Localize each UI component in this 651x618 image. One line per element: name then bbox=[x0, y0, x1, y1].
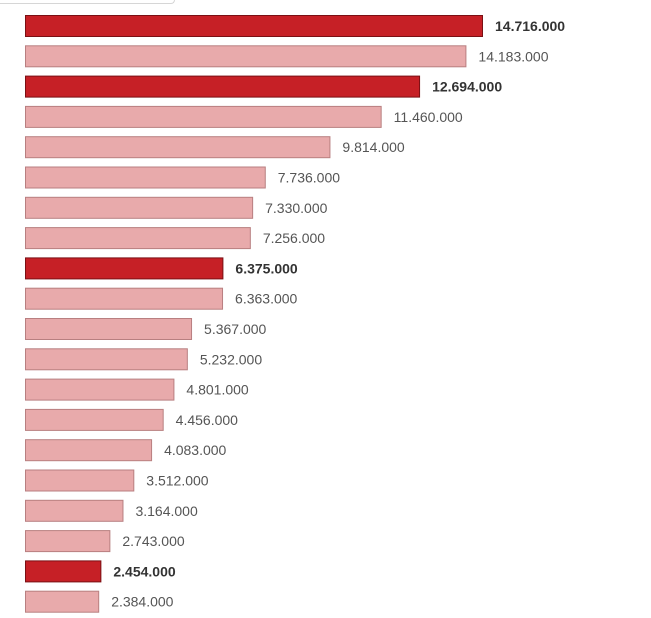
bar bbox=[25, 136, 331, 159]
bar-value-label: 5.232.000 bbox=[200, 351, 262, 367]
bar bbox=[25, 287, 224, 310]
bar bbox=[25, 166, 266, 189]
bar-value-label: 7.736.000 bbox=[278, 170, 340, 186]
bar-value-label: 5.367.000 bbox=[204, 321, 266, 337]
bar-value-label: 11.460.000 bbox=[394, 109, 463, 125]
bar-value-label: 3.164.000 bbox=[135, 503, 197, 519]
bar bbox=[25, 227, 251, 250]
bar bbox=[25, 590, 100, 613]
bar-value-label: 2.384.000 bbox=[111, 594, 173, 610]
bar bbox=[25, 439, 153, 462]
bar bbox=[25, 105, 382, 128]
bar-highlighted bbox=[25, 75, 421, 98]
bar-value-label: 4.801.000 bbox=[186, 382, 248, 398]
bar-highlighted bbox=[25, 257, 224, 280]
bar bbox=[25, 469, 135, 492]
bar bbox=[25, 318, 193, 340]
bar-value-label: 12.694.000 bbox=[432, 79, 502, 95]
bar-value-label: 6.375.000 bbox=[235, 260, 297, 276]
bar bbox=[25, 196, 254, 219]
bar-value-label: 2.743.000 bbox=[122, 533, 184, 549]
bars-layer: 14.716.000 14.183.000 12.694.000 11.460.000… bbox=[25, 15, 565, 613]
bar-value-label: 3.512.000 bbox=[146, 473, 208, 489]
bar bbox=[25, 45, 467, 68]
bar bbox=[25, 499, 124, 522]
bar-value-label: 6.363.000 bbox=[235, 291, 297, 307]
bar-value-label: 7.330.000 bbox=[265, 200, 327, 216]
bar bbox=[25, 378, 175, 401]
bar-value-label: 7.256.000 bbox=[263, 230, 325, 246]
bar-highlighted bbox=[25, 560, 102, 583]
bar-value-label: 14.183.000 bbox=[478, 48, 548, 64]
bar-value-label: 4.083.000 bbox=[164, 442, 226, 458]
bar bbox=[25, 408, 164, 431]
bar-value-label: 9.814.000 bbox=[342, 139, 404, 155]
bar bbox=[25, 530, 111, 553]
bar-value-label: 2.454.000 bbox=[113, 563, 175, 579]
bar bbox=[25, 348, 188, 371]
bar-value-label: 4.456.000 bbox=[176, 412, 238, 428]
bar-highlighted bbox=[25, 15, 483, 37]
bar-value-label: 14.716.000 bbox=[495, 18, 565, 34]
